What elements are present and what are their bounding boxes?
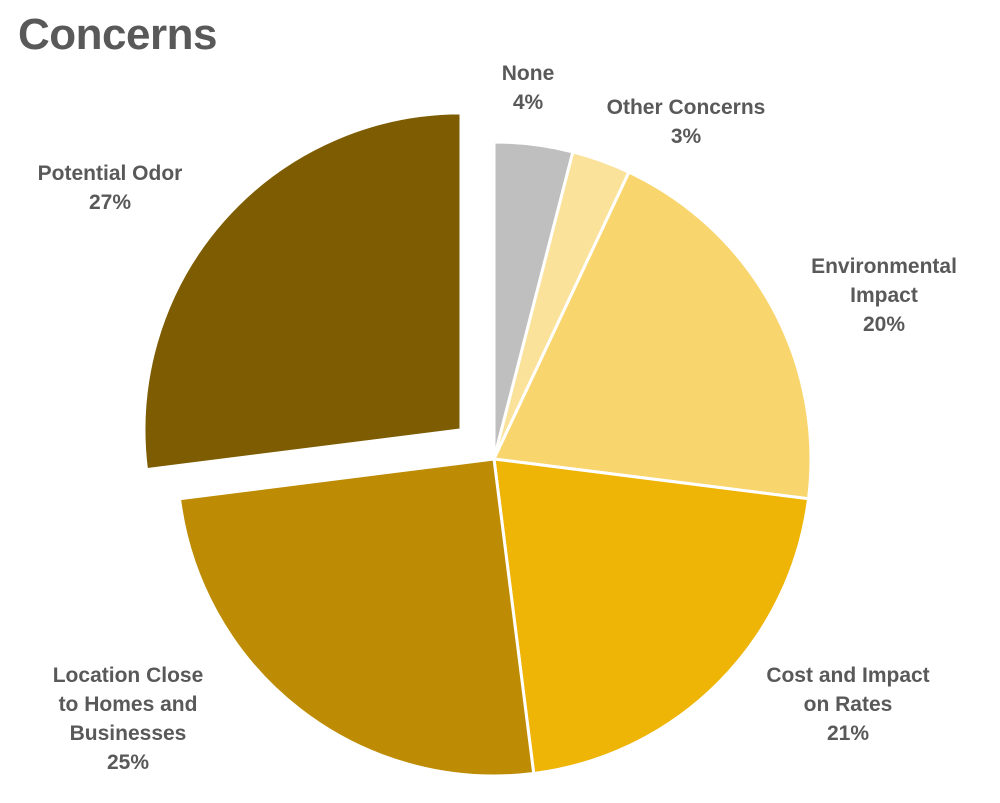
data-label-line: 25% bbox=[107, 751, 149, 774]
data-label-line: Environmental bbox=[811, 255, 957, 278]
data-label-line: 21% bbox=[827, 722, 869, 745]
data-label-environmental-impact: Environmental Impact 20% bbox=[811, 255, 957, 336]
data-label-line: 20% bbox=[863, 313, 905, 336]
pie-labels: None 4% Other Concerns 3% Environmental Impac… bbox=[38, 62, 957, 774]
pie-slice-cost-and-impact-on-rates bbox=[492, 457, 810, 775]
data-label-line: None bbox=[502, 62, 555, 85]
chart-title: Concerns bbox=[18, 10, 217, 59]
data-label-none: None 4% bbox=[502, 62, 555, 114]
data-label-potential-odor: Potential Odor 27% bbox=[38, 162, 183, 214]
data-label-line: Location Close bbox=[53, 664, 204, 687]
data-label-line: Potential Odor bbox=[38, 162, 183, 185]
pie-slice-potential-odor bbox=[142, 111, 463, 472]
data-label-line: on Rates bbox=[804, 693, 893, 716]
pie-slices bbox=[142, 111, 813, 778]
data-label-line: Impact bbox=[850, 284, 918, 307]
data-label-line: 4% bbox=[513, 91, 544, 114]
data-label-line: to Homes and bbox=[59, 693, 198, 716]
pie-slice-location-close-to-homes-and-businesses bbox=[178, 457, 536, 778]
data-label-line: Other Concerns bbox=[607, 96, 766, 119]
data-label-line: Businesses bbox=[70, 722, 187, 745]
pie-slice-environmental-impact bbox=[492, 170, 813, 501]
data-label-location-close-to-homes-and-businesses: Location Close to Homes and Businesses 25% bbox=[53, 664, 204, 774]
data-label-line: 27% bbox=[89, 191, 131, 214]
data-label-other-concerns: Other Concerns 3% bbox=[607, 96, 766, 148]
data-label-line: Cost and Impact bbox=[766, 664, 929, 687]
data-label-cost-and-impact-on-rates: Cost and Impact on Rates 21% bbox=[766, 664, 929, 745]
data-label-line: 3% bbox=[671, 125, 702, 148]
